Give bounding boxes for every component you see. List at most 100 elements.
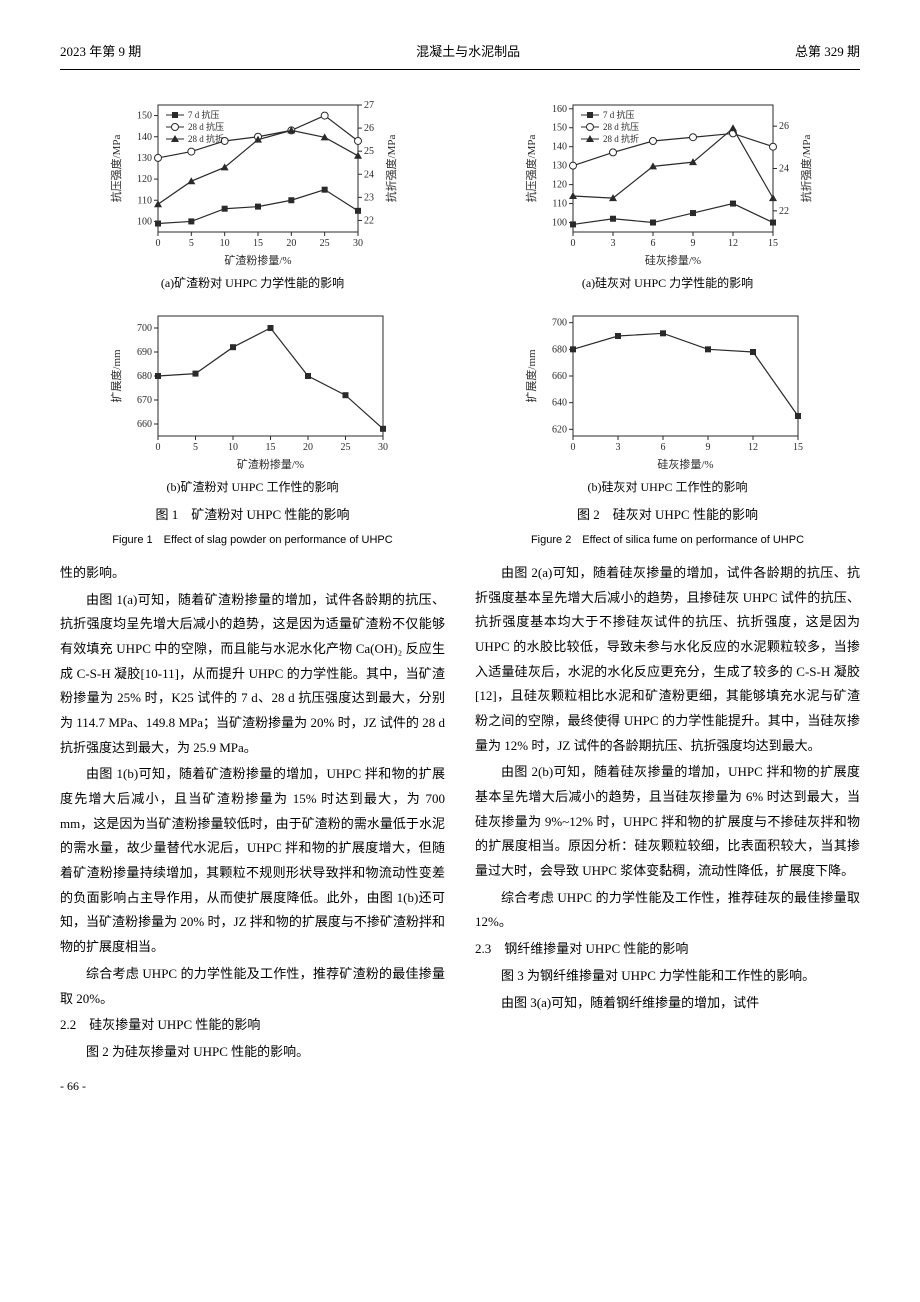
body-text: 由图 2(a)可知，随着硅灰掺量的增加，试件各龄期的抗压、抗折强度基本呈先增大后… — [475, 561, 860, 759]
fig2-title-cn: 图 2 硅灰对 UHPC 性能的影响 — [475, 503, 860, 528]
svg-text:扩展度/mm: 扩展度/mm — [524, 349, 538, 403]
svg-text:3: 3 — [615, 442, 620, 453]
svg-text:5: 5 — [188, 238, 193, 249]
svg-text:矿渣粉掺量/%: 矿渣粉掺量/% — [236, 457, 303, 471]
svg-text:700: 700 — [552, 318, 567, 329]
svg-text:640: 640 — [552, 398, 567, 409]
svg-text:120: 120 — [137, 174, 152, 185]
svg-text:620: 620 — [552, 425, 567, 436]
section-heading: 2.3 钢纤维掺量对 UHPC 性能的影响 — [475, 937, 860, 962]
svg-text:15: 15 — [793, 442, 803, 453]
svg-text:6: 6 — [660, 442, 665, 453]
svg-text:660: 660 — [137, 419, 152, 430]
svg-text:25: 25 — [319, 238, 329, 249]
svg-text:27: 27 — [364, 100, 374, 111]
svg-text:3: 3 — [610, 238, 615, 249]
svg-text:10: 10 — [219, 238, 229, 249]
body-text: 由图 3(a)可知，随着钢纤维掺量的增加，试件 — [475, 991, 860, 1016]
svg-text:15: 15 — [768, 238, 778, 249]
svg-text:160: 160 — [552, 103, 567, 114]
svg-text:7 d 抗压: 7 d 抗压 — [603, 109, 635, 120]
svg-text:24: 24 — [779, 163, 789, 174]
svg-text:25: 25 — [340, 442, 350, 453]
svg-text:6: 6 — [650, 238, 655, 249]
svg-text:100: 100 — [137, 216, 152, 227]
svg-text:抗折强度/MPa: 抗折强度/MPa — [799, 134, 813, 202]
right-column: 03691215硅灰掺量/%100110120130140150160抗压强度/… — [475, 90, 860, 1098]
svg-text:7 d 抗压: 7 d 抗压 — [188, 109, 220, 120]
svg-text:28 d 抗折: 28 d 抗折 — [603, 133, 639, 144]
svg-text:抗压强度/MPa: 抗压强度/MPa — [524, 134, 538, 202]
body-text: 图 3 为钢纤维掺量对 UHPC 力学性能和工作性的影响。 — [475, 964, 860, 989]
body-text: 由图 1(a)可知，随着矿渣粉掺量的增加，试件各龄期的抗压、抗折强度均呈先增大后… — [60, 588, 445, 761]
body-text: 性的影响。 — [60, 561, 445, 586]
svg-text:12: 12 — [748, 442, 758, 453]
fig1b-caption: (b)矿渣粉对 UHPC 工作性的影响 — [60, 476, 445, 499]
svg-text:100: 100 — [552, 217, 567, 228]
header-center: 混凝土与水泥制品 — [416, 40, 520, 65]
body-text: 由图 1(b)可知，随着矿渣粉掺量的增加，UHPC 拌和物的扩展度先增大后减小，… — [60, 762, 445, 960]
svg-text:140: 140 — [137, 131, 152, 142]
svg-text:0: 0 — [570, 442, 575, 453]
svg-text:扩展度/mm: 扩展度/mm — [109, 349, 123, 403]
body-text: 综合考虑 UHPC 的力学性能及工作性，推荐硅灰的最佳掺量取 12%。 — [475, 886, 860, 935]
svg-text:15: 15 — [253, 238, 263, 249]
fig2-title-en: Figure 2 Effect of silica fume on perfor… — [475, 530, 860, 551]
fig1-title-en: Figure 1 Effect of slag powder on perfor… — [60, 530, 445, 551]
svg-text:28 d 抗压: 28 d 抗压 — [188, 121, 224, 132]
svg-text:680: 680 — [552, 345, 567, 356]
svg-text:5: 5 — [193, 442, 198, 453]
svg-text:22: 22 — [364, 215, 374, 226]
fig1b-chart: 051015202530矿渣粉掺量/%660670680690700扩展度/mm… — [60, 304, 445, 550]
svg-text:9: 9 — [705, 442, 710, 453]
svg-text:硅灰掺量/%: 硅灰掺量/% — [657, 457, 713, 471]
svg-text:130: 130 — [552, 160, 567, 171]
svg-text:10: 10 — [228, 442, 238, 453]
svg-text:0: 0 — [570, 238, 575, 249]
fig1-title-cn: 图 1 矿渣粉对 UHPC 性能的影响 — [60, 503, 445, 528]
fig1a-chart: 051015202530矿渣粉掺量/%100110120130140150抗压强… — [60, 90, 445, 295]
svg-text:硅灰掺量/%: 硅灰掺量/% — [644, 253, 700, 267]
svg-text:15: 15 — [265, 442, 275, 453]
svg-text:25: 25 — [364, 146, 374, 157]
svg-text:20: 20 — [303, 442, 313, 453]
svg-text:抗压强度/MPa: 抗压强度/MPa — [109, 134, 123, 202]
svg-text:28 d 抗折: 28 d 抗折 — [188, 133, 224, 144]
fig2a-chart: 0 3 6 9 12 15 硅灰掺量/% 100 110 120 130 140 150 160 抗压强度/… — [475, 90, 860, 295]
svg-text:26: 26 — [779, 121, 789, 132]
svg-text:670: 670 — [137, 395, 152, 406]
svg-text:690: 690 — [137, 347, 152, 358]
svg-text:150: 150 — [137, 110, 152, 121]
svg-text:110: 110 — [137, 195, 152, 206]
svg-text:9: 9 — [690, 238, 695, 249]
svg-text:28 d 抗压: 28 d 抗压 — [603, 121, 639, 132]
section-heading: 2.2 硅灰掺量对 UHPC 性能的影响 — [60, 1013, 445, 1038]
svg-text:140: 140 — [552, 141, 567, 152]
svg-text:26: 26 — [364, 123, 374, 134]
svg-text:22: 22 — [779, 206, 789, 217]
fig2b-caption: (b)硅灰对 UHPC 工作性的影响 — [475, 476, 860, 499]
body-text: 图 2 为硅灰掺量对 UHPC 性能的影响。 — [60, 1040, 445, 1065]
page-header: 2023 年第 9 期 混凝土与水泥制品 总第 329 期 — [60, 40, 860, 70]
svg-text:矿渣粉掺量/%: 矿渣粉掺量/% — [224, 253, 291, 267]
svg-text:150: 150 — [552, 122, 567, 133]
svg-text:120: 120 — [552, 179, 567, 190]
fig2a-caption: (a)硅灰对 UHPC 力学性能的影响 — [475, 272, 860, 295]
page-number: - 66 - — [60, 1075, 445, 1098]
header-left: 2023 年第 9 期 — [60, 40, 141, 65]
left-column: 0 5 10 15 20 25 30 矿渣粉掺量/% 100 110 120 130 140 150 抗压强… — [60, 90, 445, 1098]
fig2b-chart: 0 3 6 9 12 15 硅灰掺量/% 620 640 660 680 700 扩展度/mm (b)硅… — [475, 304, 860, 550]
fig1a-caption: (a)矿渣粉对 UHPC 力学性能的影响 — [60, 272, 445, 295]
body-text: 由图 2(b)可知，随着硅灰掺量的增加，UHPC 拌和物的扩展度基本呈先增大后减… — [475, 760, 860, 883]
svg-text:660: 660 — [552, 371, 567, 382]
header-right: 总第 329 期 — [795, 40, 860, 65]
svg-text:24: 24 — [364, 169, 374, 180]
svg-text:30: 30 — [353, 238, 363, 249]
svg-text:12: 12 — [728, 238, 738, 249]
svg-text:20: 20 — [286, 238, 296, 249]
svg-text:0: 0 — [155, 442, 160, 453]
svg-text:110: 110 — [552, 198, 567, 209]
svg-text:130: 130 — [137, 153, 152, 164]
svg-text:抗折强度/MPa: 抗折强度/MPa — [384, 134, 398, 202]
svg-text:700: 700 — [137, 323, 152, 334]
